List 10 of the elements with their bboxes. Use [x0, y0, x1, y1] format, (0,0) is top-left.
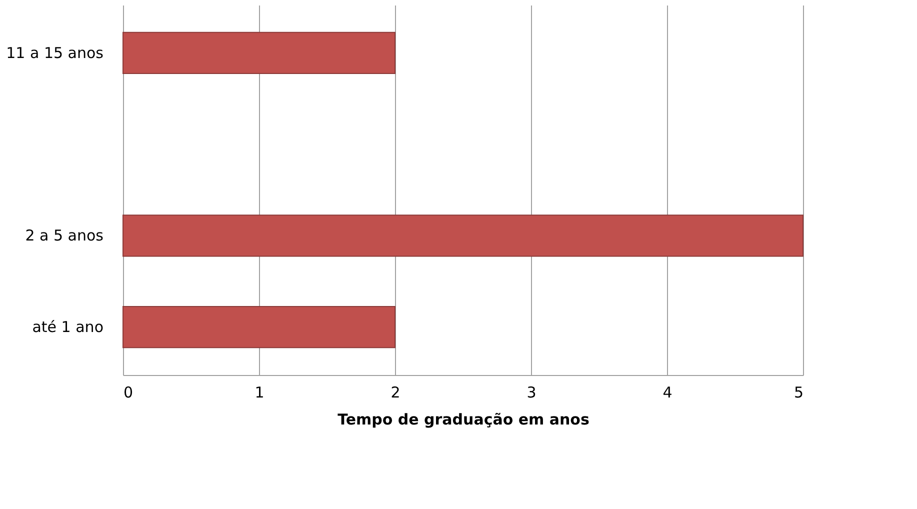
x-tick-label: 3 — [526, 384, 536, 402]
y-tick-label: até 1 ano — [32, 318, 104, 336]
x-axis-title: Tempo de graduação em anos — [338, 410, 590, 428]
x-tick-label: 5 — [794, 384, 804, 402]
y-tick-label: 11 a 15 anos — [6, 44, 104, 62]
x-tick-label: 0 — [124, 384, 134, 402]
y-tick-label: 2 a 5 anos — [25, 226, 104, 245]
x-tick-label: 1 — [254, 384, 264, 402]
x-tick-label: 2 — [390, 384, 400, 402]
x-tick-label: 4 — [662, 384, 672, 402]
